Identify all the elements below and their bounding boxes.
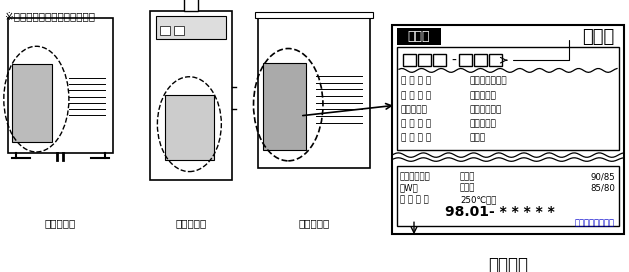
Text: 石油小形給湯機: 石油小形給湯機 xyxy=(470,77,508,86)
FancyBboxPatch shape xyxy=(165,95,214,160)
Text: 点火時: 点火時 xyxy=(460,172,476,181)
Text: 製品名: 製品名 xyxy=(582,29,614,47)
FancyBboxPatch shape xyxy=(397,47,619,150)
Text: 屋外据置形: 屋外据置形 xyxy=(298,218,330,228)
Text: シール: シール xyxy=(408,30,430,43)
FancyBboxPatch shape xyxy=(8,18,113,153)
FancyBboxPatch shape xyxy=(397,28,441,45)
Text: 90/85: 90/85 xyxy=(590,172,615,181)
FancyBboxPatch shape xyxy=(156,16,226,39)
Text: 85/80: 85/80 xyxy=(590,184,615,193)
Text: 製造年月: 製造年月 xyxy=(488,256,528,272)
Text: 給排気方式: 給排気方式 xyxy=(401,105,428,114)
Text: -: - xyxy=(451,54,456,68)
FancyBboxPatch shape xyxy=(255,12,373,18)
Text: 水道直結式: 水道直結式 xyxy=(470,119,497,128)
Text: 株式会社ノーリツ: 株式会社ノーリツ xyxy=(575,218,615,227)
FancyBboxPatch shape xyxy=(184,0,198,11)
FancyBboxPatch shape xyxy=(263,63,306,150)
Text: 98.01- * * * * *: 98.01- * * * * * xyxy=(445,205,555,219)
Text: 加 熱 形 態: 加 熱 形 態 xyxy=(401,134,431,143)
Text: 圧力噴霧式: 圧力噴霧式 xyxy=(470,91,497,100)
Text: 規 格 名 称: 規 格 名 称 xyxy=(401,77,431,86)
Text: 屋外用開放形: 屋外用開放形 xyxy=(470,105,502,114)
FancyBboxPatch shape xyxy=(397,166,619,226)
FancyBboxPatch shape xyxy=(474,54,487,66)
Text: 排 気 温 度: 排 気 温 度 xyxy=(400,195,429,204)
Text: 瞬間形: 瞬間形 xyxy=(470,134,486,143)
Text: 定格消費電力: 定格消費電力 xyxy=(400,172,431,181)
FancyBboxPatch shape xyxy=(12,64,52,143)
Text: 給 水 方 式: 給 水 方 式 xyxy=(401,119,431,128)
FancyBboxPatch shape xyxy=(160,26,170,35)
FancyBboxPatch shape xyxy=(174,26,184,35)
FancyBboxPatch shape xyxy=(150,11,232,180)
Text: ※製品名、製造年月の確認方法: ※製品名、製造年月の確認方法 xyxy=(5,12,95,21)
FancyBboxPatch shape xyxy=(392,25,624,234)
FancyBboxPatch shape xyxy=(403,54,416,66)
Text: 250℃以下: 250℃以下 xyxy=(460,195,496,204)
FancyBboxPatch shape xyxy=(489,54,502,66)
FancyBboxPatch shape xyxy=(459,54,472,66)
FancyBboxPatch shape xyxy=(418,54,431,66)
Text: 屋内据置形: 屋内据置形 xyxy=(175,218,206,228)
Text: （W）: （W） xyxy=(400,184,419,193)
Text: 屋外壁掛形: 屋外壁掛形 xyxy=(45,218,75,228)
FancyBboxPatch shape xyxy=(433,54,446,66)
Text: 燃 焼 方 式: 燃 焼 方 式 xyxy=(401,91,431,100)
FancyBboxPatch shape xyxy=(258,18,370,168)
Text: 燃焼時: 燃焼時 xyxy=(460,184,476,193)
